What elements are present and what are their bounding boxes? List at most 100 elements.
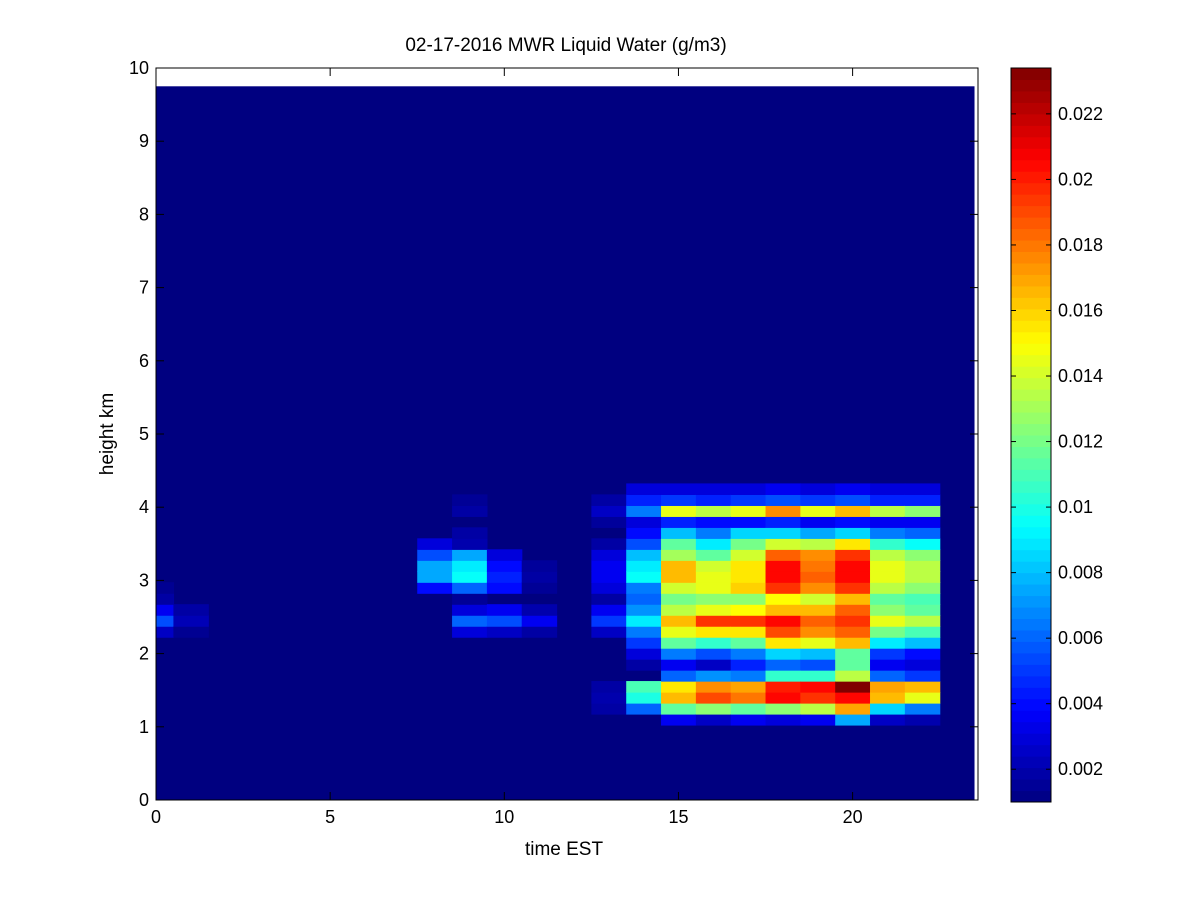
heatmap-cell <box>661 593 697 605</box>
heatmap-cell <box>800 527 836 539</box>
heatmap-cell <box>695 527 732 539</box>
colorbar-swatch <box>1011 297 1051 310</box>
heatmap-cell <box>730 571 767 583</box>
heatmap-cell <box>661 648 697 660</box>
heatmap-cell <box>870 659 906 671</box>
heatmap-cell <box>904 560 941 572</box>
heatmap-cell <box>626 692 662 704</box>
heatmap-cell <box>765 703 801 715</box>
heatmap-cell <box>904 626 941 638</box>
heatmap-cell <box>904 703 941 715</box>
heatmap-cell <box>452 593 488 605</box>
heatmap-cell <box>730 560 767 572</box>
colorbar-swatch <box>1011 274 1051 287</box>
heatmap-cell <box>730 713 767 726</box>
heatmap-cell <box>591 604 627 616</box>
heatmap-cell <box>452 571 488 583</box>
colorbar-swatch <box>1011 102 1051 115</box>
colorbar-swatch <box>1011 423 1051 436</box>
y-tick-label: 3 <box>139 570 149 590</box>
colorbar-swatch <box>1011 136 1051 149</box>
heatmap-cell <box>904 692 941 704</box>
y-tick-label: 0 <box>139 790 149 810</box>
heatmap-cell <box>765 713 801 726</box>
heatmap-cell <box>730 637 767 649</box>
colorbar-swatch <box>1011 182 1051 195</box>
heatmap-cell <box>486 615 523 627</box>
colorbar-swatch <box>1011 652 1051 665</box>
y-tick-label: 9 <box>139 131 149 151</box>
heatmap-cell <box>417 538 453 550</box>
colorbar-swatch <box>1011 148 1051 161</box>
heatmap-cell <box>870 670 906 682</box>
y-tick-label: 4 <box>139 497 149 517</box>
heatmap-cell <box>800 615 836 627</box>
heatmap-cell <box>156 593 175 605</box>
heatmap-cell <box>765 582 801 594</box>
heatmap-cell <box>486 626 523 638</box>
colorbar-swatch <box>1011 366 1051 379</box>
heatmap-cell <box>695 560 732 572</box>
heatmap-cell <box>904 604 941 616</box>
x-tick-label: 15 <box>668 807 688 827</box>
colorbar-swatch <box>1011 457 1051 470</box>
heatmap-cell <box>730 626 767 638</box>
heatmap-cell <box>870 648 906 660</box>
heatmap-cell <box>904 494 941 506</box>
colorbar-swatch <box>1011 68 1051 80</box>
heatmap-cell <box>695 659 732 671</box>
colorbar-swatch <box>1011 308 1051 321</box>
colorbar-swatch <box>1011 515 1051 528</box>
heatmap-cell <box>452 527 488 539</box>
colorbar-swatch <box>1011 171 1051 184</box>
heatmap-cell <box>800 538 836 550</box>
heatmap-cell <box>904 670 941 682</box>
plot-area <box>155 67 979 801</box>
heatmap-cell <box>661 713 697 726</box>
heatmap-cell <box>626 538 662 550</box>
heatmap-cell <box>695 505 732 517</box>
heatmap-cell <box>904 516 941 528</box>
heatmap-cell <box>730 615 767 627</box>
colorbar-swatch <box>1011 285 1051 298</box>
heatmap-cell <box>156 604 175 616</box>
heatmap-cell <box>417 582 453 594</box>
colorbar-swatch <box>1011 228 1051 241</box>
heatmap-cell <box>870 505 906 517</box>
colorbar-swatch <box>1011 194 1051 207</box>
colorbar-swatch <box>1011 377 1051 390</box>
heatmap-cell <box>904 659 941 671</box>
heatmap-cell <box>521 582 558 594</box>
heatmap-cell <box>835 571 871 583</box>
y-tick-label: 7 <box>139 278 149 298</box>
heatmap-cell <box>800 549 836 561</box>
heatmap-cell <box>591 571 627 583</box>
colorbar-swatch <box>1011 538 1051 551</box>
heatmap-cell <box>904 571 941 583</box>
heatmap-cell <box>765 516 801 528</box>
heatmap-cell <box>695 571 732 583</box>
heatmap-cell <box>835 670 871 682</box>
colorbar-swatch <box>1011 618 1051 631</box>
heatmap-cell <box>765 571 801 583</box>
x-tick-label: 20 <box>843 807 863 827</box>
heatmap-cell <box>486 549 523 561</box>
heatmap-cell <box>661 516 697 528</box>
heatmap-cell <box>591 560 627 572</box>
colorbar-tick-label: 0.014 <box>1058 366 1103 386</box>
heatmap-cell <box>870 615 906 627</box>
heatmap-cell <box>765 615 801 627</box>
heatmap-cell <box>870 593 906 605</box>
colorbar-swatch <box>1011 205 1051 218</box>
colorbar-swatch <box>1011 113 1051 126</box>
heatmap-cell <box>591 582 627 594</box>
heatmap-cell <box>765 505 801 517</box>
heatmap-cell <box>626 505 662 517</box>
heatmap-cell <box>800 692 836 704</box>
heatmap-cell <box>626 659 662 671</box>
colorbar-swatch <box>1011 572 1051 585</box>
heatmap-cell <box>765 648 801 660</box>
heatmap-cell <box>626 681 662 693</box>
heatmap-cell <box>695 692 732 704</box>
heatmap-cell <box>661 571 697 583</box>
